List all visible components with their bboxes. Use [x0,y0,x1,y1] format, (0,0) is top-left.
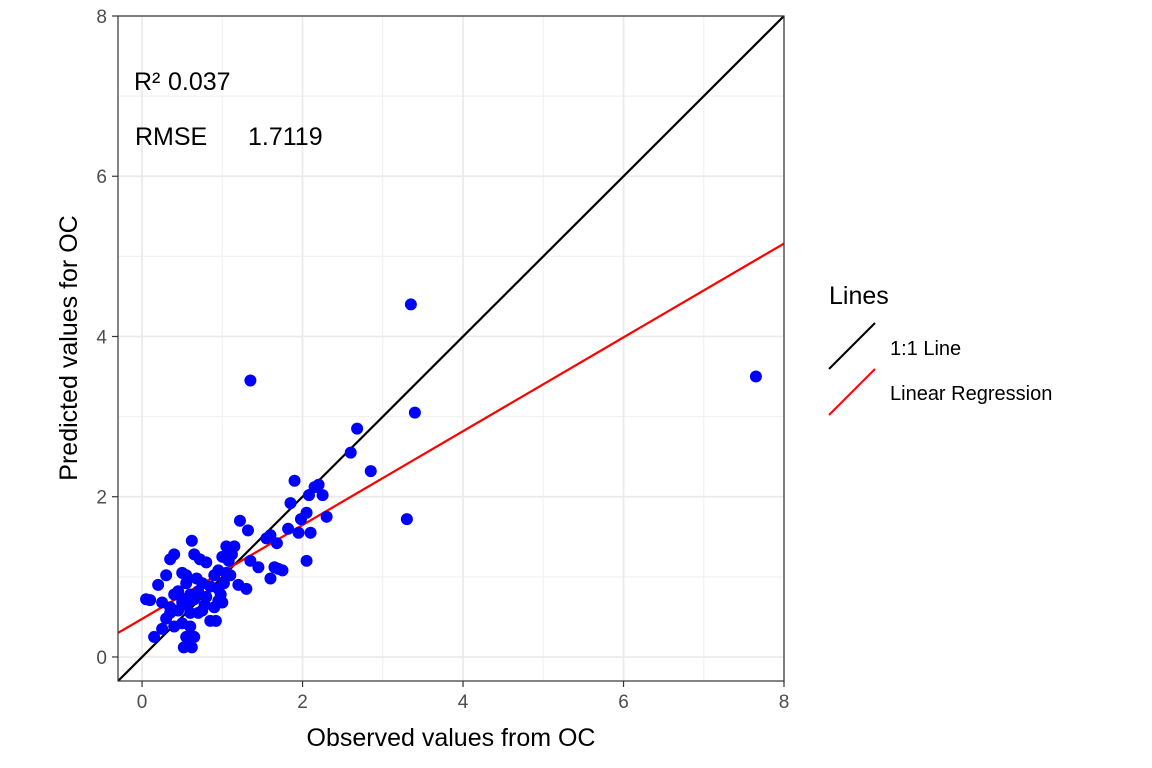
y-tick-label: 6 [96,167,107,188]
data-point [244,374,257,387]
data-point [284,497,297,510]
data-point [304,526,317,539]
x-tick-label: 4 [458,692,469,713]
data-point [300,554,313,567]
data-point [344,446,357,459]
data-point [749,370,762,383]
r-squared-label: R² [134,68,160,96]
x-tick-label: 6 [618,692,629,713]
data-point [224,569,237,582]
x-tick-label: 0 [137,692,148,713]
data-point [217,577,230,590]
data-point [216,596,229,609]
data-point [364,465,377,478]
legend-label-linear-regression: Linear Regression [890,383,1052,405]
data-point [316,489,329,502]
data-point [351,422,364,435]
legend: Lines 1:1 Line Linear Regression [828,282,1052,416]
x-tick-label: 2 [297,692,308,713]
data-point [185,534,198,547]
data-point [200,556,213,569]
legend-label-one-to-one: 1:1 Line [890,338,961,360]
data-point [152,578,165,591]
y-tick-label: 8 [96,7,107,28]
x-tick-label: 8 [779,692,790,713]
data-point [144,594,157,607]
data-point [148,630,161,643]
x-axis-title: Observed values from OC [307,724,596,752]
y-tick-label: 2 [96,488,107,509]
x-axis: 0 2 4 6 8 [137,681,790,713]
data-point [282,522,295,535]
data-point [185,641,198,654]
data-point [264,529,277,542]
y-axis: 0 2 4 6 8 [96,7,118,669]
scatter-points [140,298,762,654]
data-point [200,590,213,603]
data-point [209,614,222,627]
data-point [264,572,277,585]
data-point [156,622,169,635]
data-point [241,524,254,537]
rmse-value: 1.7119 [248,123,323,151]
data-point [404,298,417,311]
data-point [168,548,181,561]
r-squared-value: 0.037 [168,68,231,96]
data-point [233,514,246,527]
data-point [320,510,333,523]
legend-title: Lines [829,282,889,310]
data-point [270,537,283,550]
data-point [300,506,313,519]
y-tick-label: 4 [96,327,107,348]
legend-key-one-to-one [828,322,876,370]
panel-border [117,15,785,682]
data-point [160,569,173,582]
data-point [180,569,193,582]
data-point [408,406,421,419]
data-point [276,564,289,577]
data-point [184,620,197,633]
y-axis-title: Predicted values for OC [55,215,83,480]
data-point [312,478,325,491]
data-point [252,561,265,574]
rmse-label: RMSE [135,123,207,151]
data-point [400,513,413,526]
legend-key-linear-regression [828,368,876,416]
data-point [240,582,253,595]
data-point [244,554,257,567]
data-point [288,474,301,487]
data-point [292,526,305,539]
data-point [188,630,201,643]
y-tick-label: 0 [96,648,107,669]
data-point [228,540,241,553]
